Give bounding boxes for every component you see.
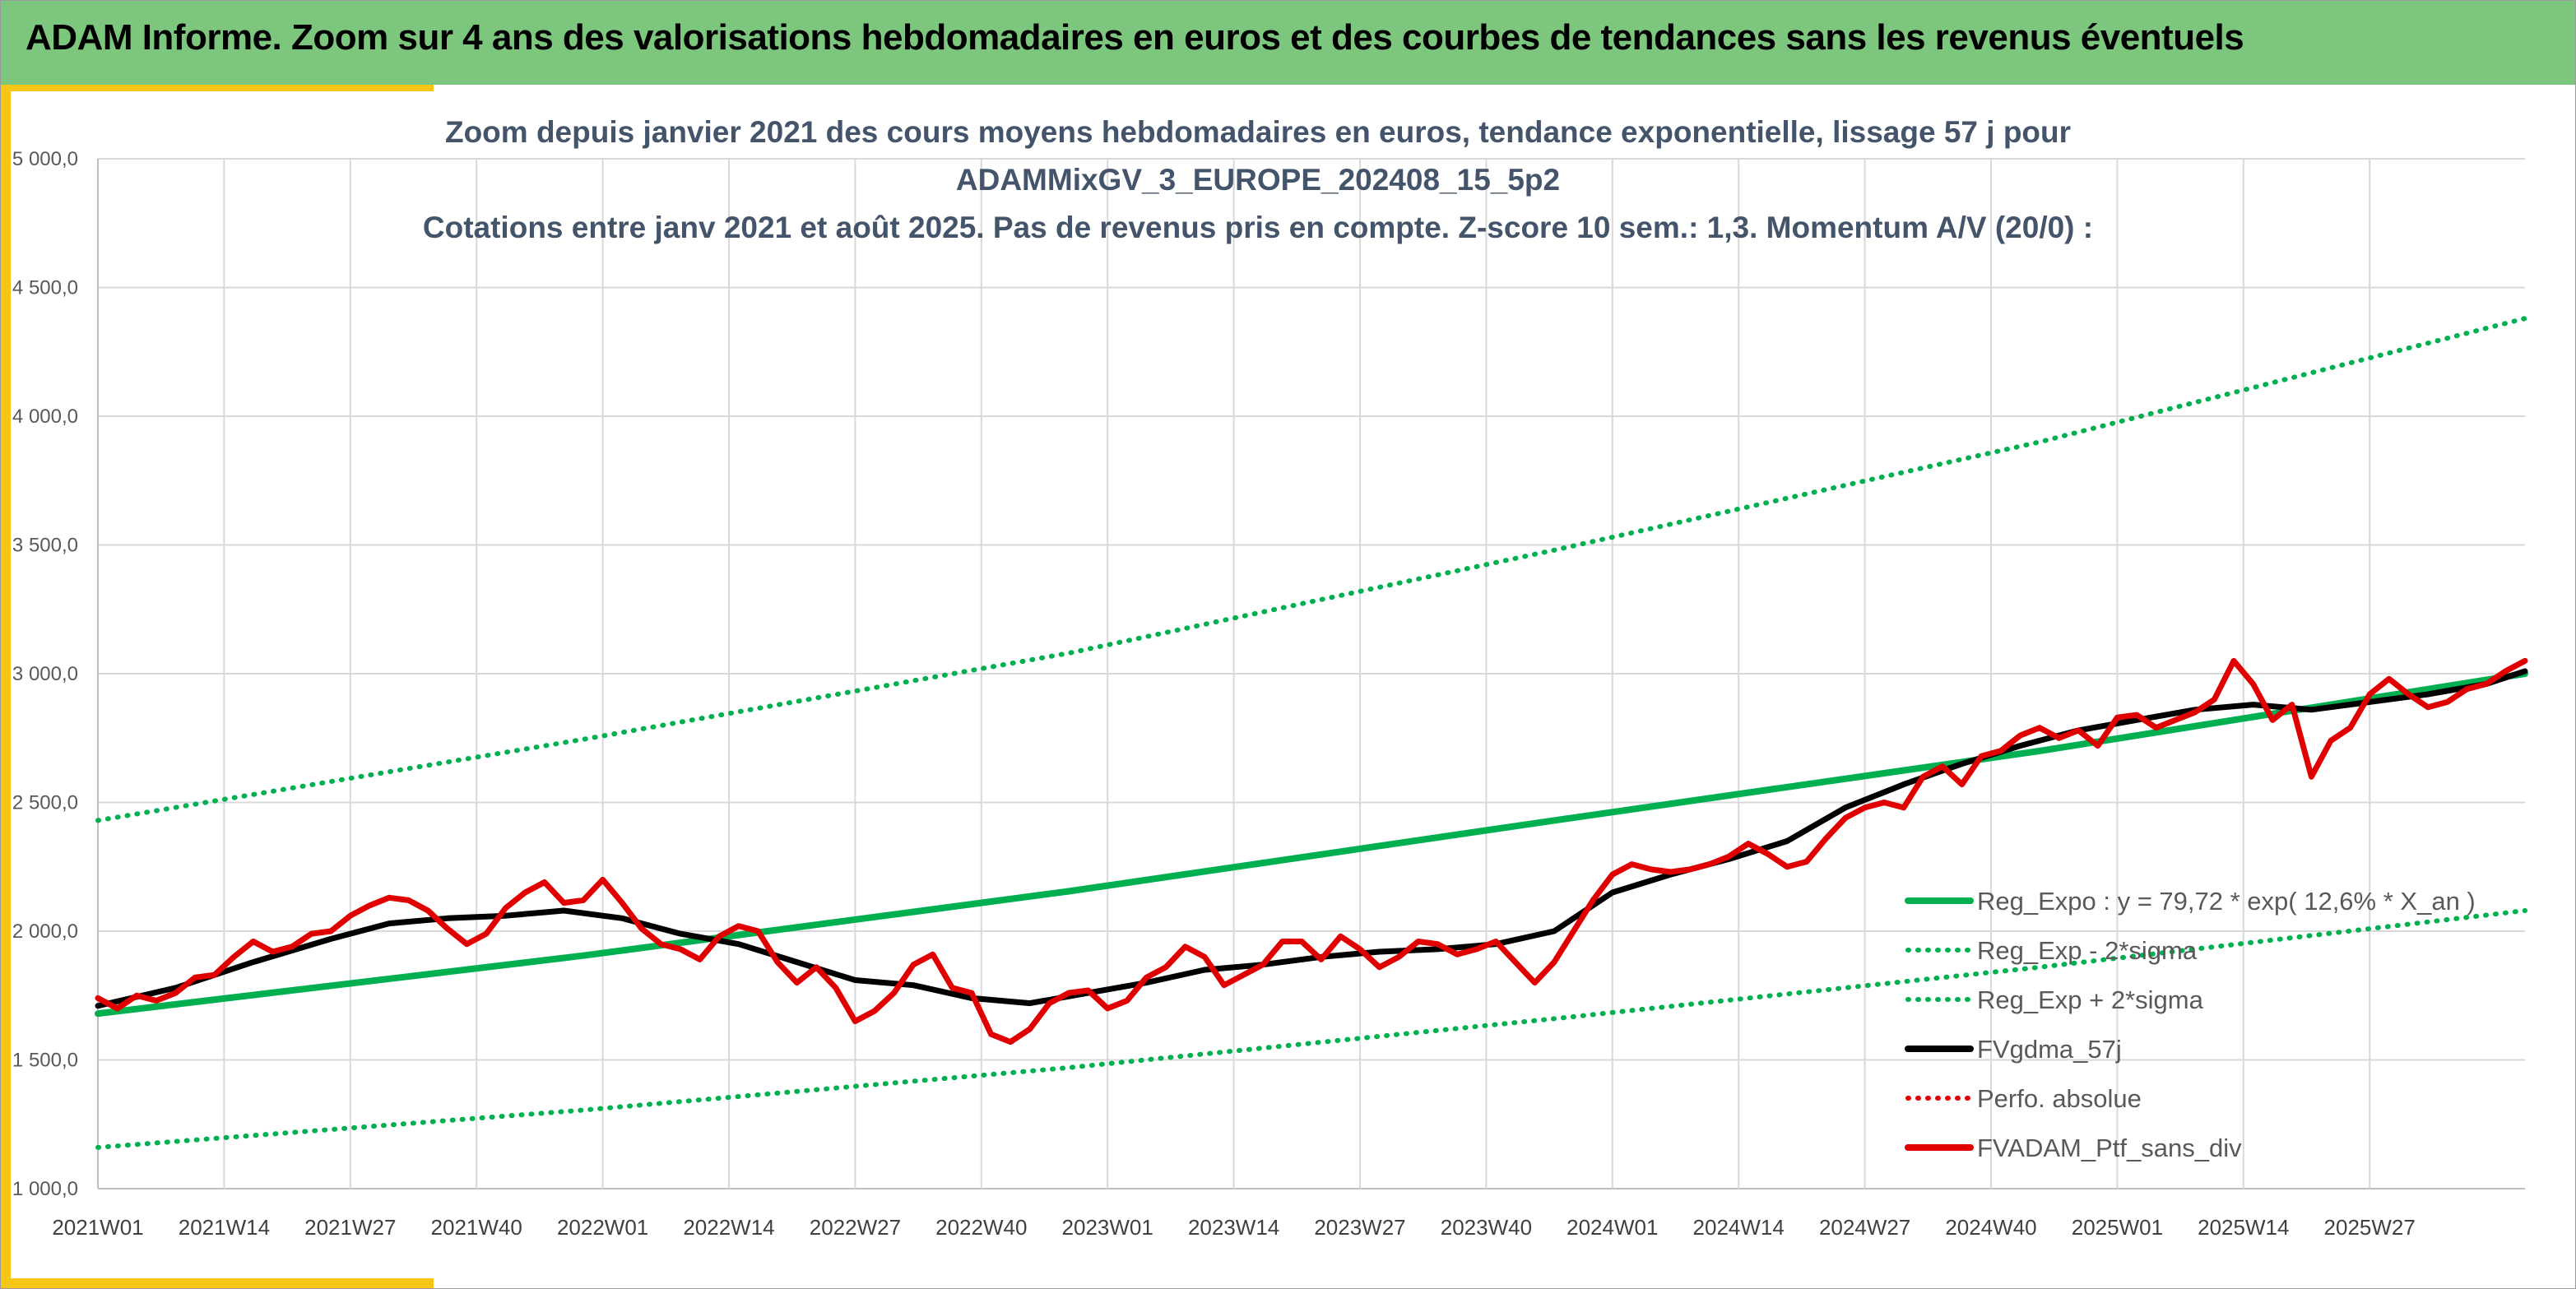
- x-tick-label: 2023W27: [1314, 1215, 1405, 1240]
- x-tick-label: 2024W27: [1819, 1215, 1910, 1240]
- x-tick-label: 2025W27: [2324, 1215, 2416, 1240]
- legend: Reg_Expo : y = 79,72 * exp( 12,6% * X_an…: [1905, 887, 2476, 1162]
- y-tick-label: 2 000,0: [12, 920, 78, 943]
- x-tick-label: 2021W14: [179, 1215, 270, 1240]
- chart-title-line-2: ADAMMixGV_3_EUROPE_202408_15_5p2: [956, 163, 1560, 197]
- series-line-2: [95, 908, 2527, 1150]
- series-line-3: [95, 316, 2527, 823]
- x-tick-label: 2021W27: [304, 1215, 396, 1240]
- x-tick-label: 2024W14: [1693, 1215, 1785, 1240]
- y-tick-label: 3 500,0: [12, 535, 78, 557]
- series-lines: [95, 316, 2528, 1150]
- x-tick-label: 2023W14: [1188, 1215, 1279, 1240]
- x-tick-label: 2022W27: [810, 1215, 901, 1240]
- accent-top-bar: [1, 85, 434, 91]
- banner-title: ADAM Informe. Zoom sur 4 ans des valoris…: [26, 17, 2244, 58]
- accent-left-bar: [1, 85, 11, 1288]
- y-tick-label: 2 500,0: [12, 792, 78, 814]
- x-axis-ticks: 2021W01 2021W14 2021W27 2021W40 2022W01 2022W…: [52, 1215, 2416, 1240]
- y-tick-label: 5 000,0: [12, 148, 78, 170]
- x-tick-label: 2023W01: [1062, 1215, 1153, 1240]
- x-tick-label: 2021W01: [52, 1215, 143, 1240]
- chart-title-line-1: Zoom depuis janvier 2021 des cours moyen…: [445, 115, 2071, 149]
- x-tick-label: 2024W40: [1945, 1215, 2036, 1240]
- series-line-6: [95, 657, 2528, 1046]
- x-tick-label: 2021W40: [431, 1215, 522, 1240]
- grid-lines: [97, 158, 2525, 1189]
- legend-label: Reg_Expo : y = 79,72 * exp( 12,6% * X_an…: [1977, 887, 2476, 916]
- x-tick-label: 2024W01: [1566, 1215, 1658, 1240]
- x-tick-label: 2025W14: [2198, 1215, 2289, 1240]
- legend-label: Reg_Exp + 2*sigma: [1977, 985, 2204, 1014]
- x-tick-label: 2022W01: [557, 1215, 648, 1240]
- y-tick-label: 4 000,0: [12, 406, 78, 428]
- legend-label: Reg_Exp - 2*sigma: [1977, 936, 2198, 965]
- x-tick-label: 2022W40: [935, 1215, 1027, 1240]
- legend-label: FVgdma_57j: [1977, 1035, 2122, 1064]
- chart-title-line-3: Cotations entre janv 2021 et août 2025. …: [423, 211, 2093, 244]
- y-tick-label: 3 000,0: [12, 663, 78, 685]
- x-tick-label: 2022W14: [683, 1215, 774, 1240]
- y-tick-label: 1 000,0: [12, 1178, 78, 1200]
- title-banner: ADAM Informe. Zoom sur 4 ans des valoris…: [1, 1, 2575, 85]
- y-tick-label: 1 500,0: [12, 1050, 78, 1072]
- legend-label: FVADAM_Ptf_sans_div: [1977, 1134, 2242, 1162]
- series-line-1: [95, 670, 2528, 1018]
- y-axis-ticks: 1 000,0 1 500,0 2 000,0 2 500,0 3 000,0 3 500…: [12, 148, 78, 1200]
- accent-bottom-bar: [1, 1278, 434, 1288]
- x-tick-label: 2025W01: [2072, 1215, 2163, 1240]
- legend-label: Perfo. absolue: [1977, 1084, 2142, 1113]
- y-tick-label: 4 500,0: [12, 277, 78, 299]
- chart-title: Zoom depuis janvier 2021 des cours moyen…: [423, 115, 2093, 244]
- x-tick-label: 2023W40: [1441, 1215, 1532, 1240]
